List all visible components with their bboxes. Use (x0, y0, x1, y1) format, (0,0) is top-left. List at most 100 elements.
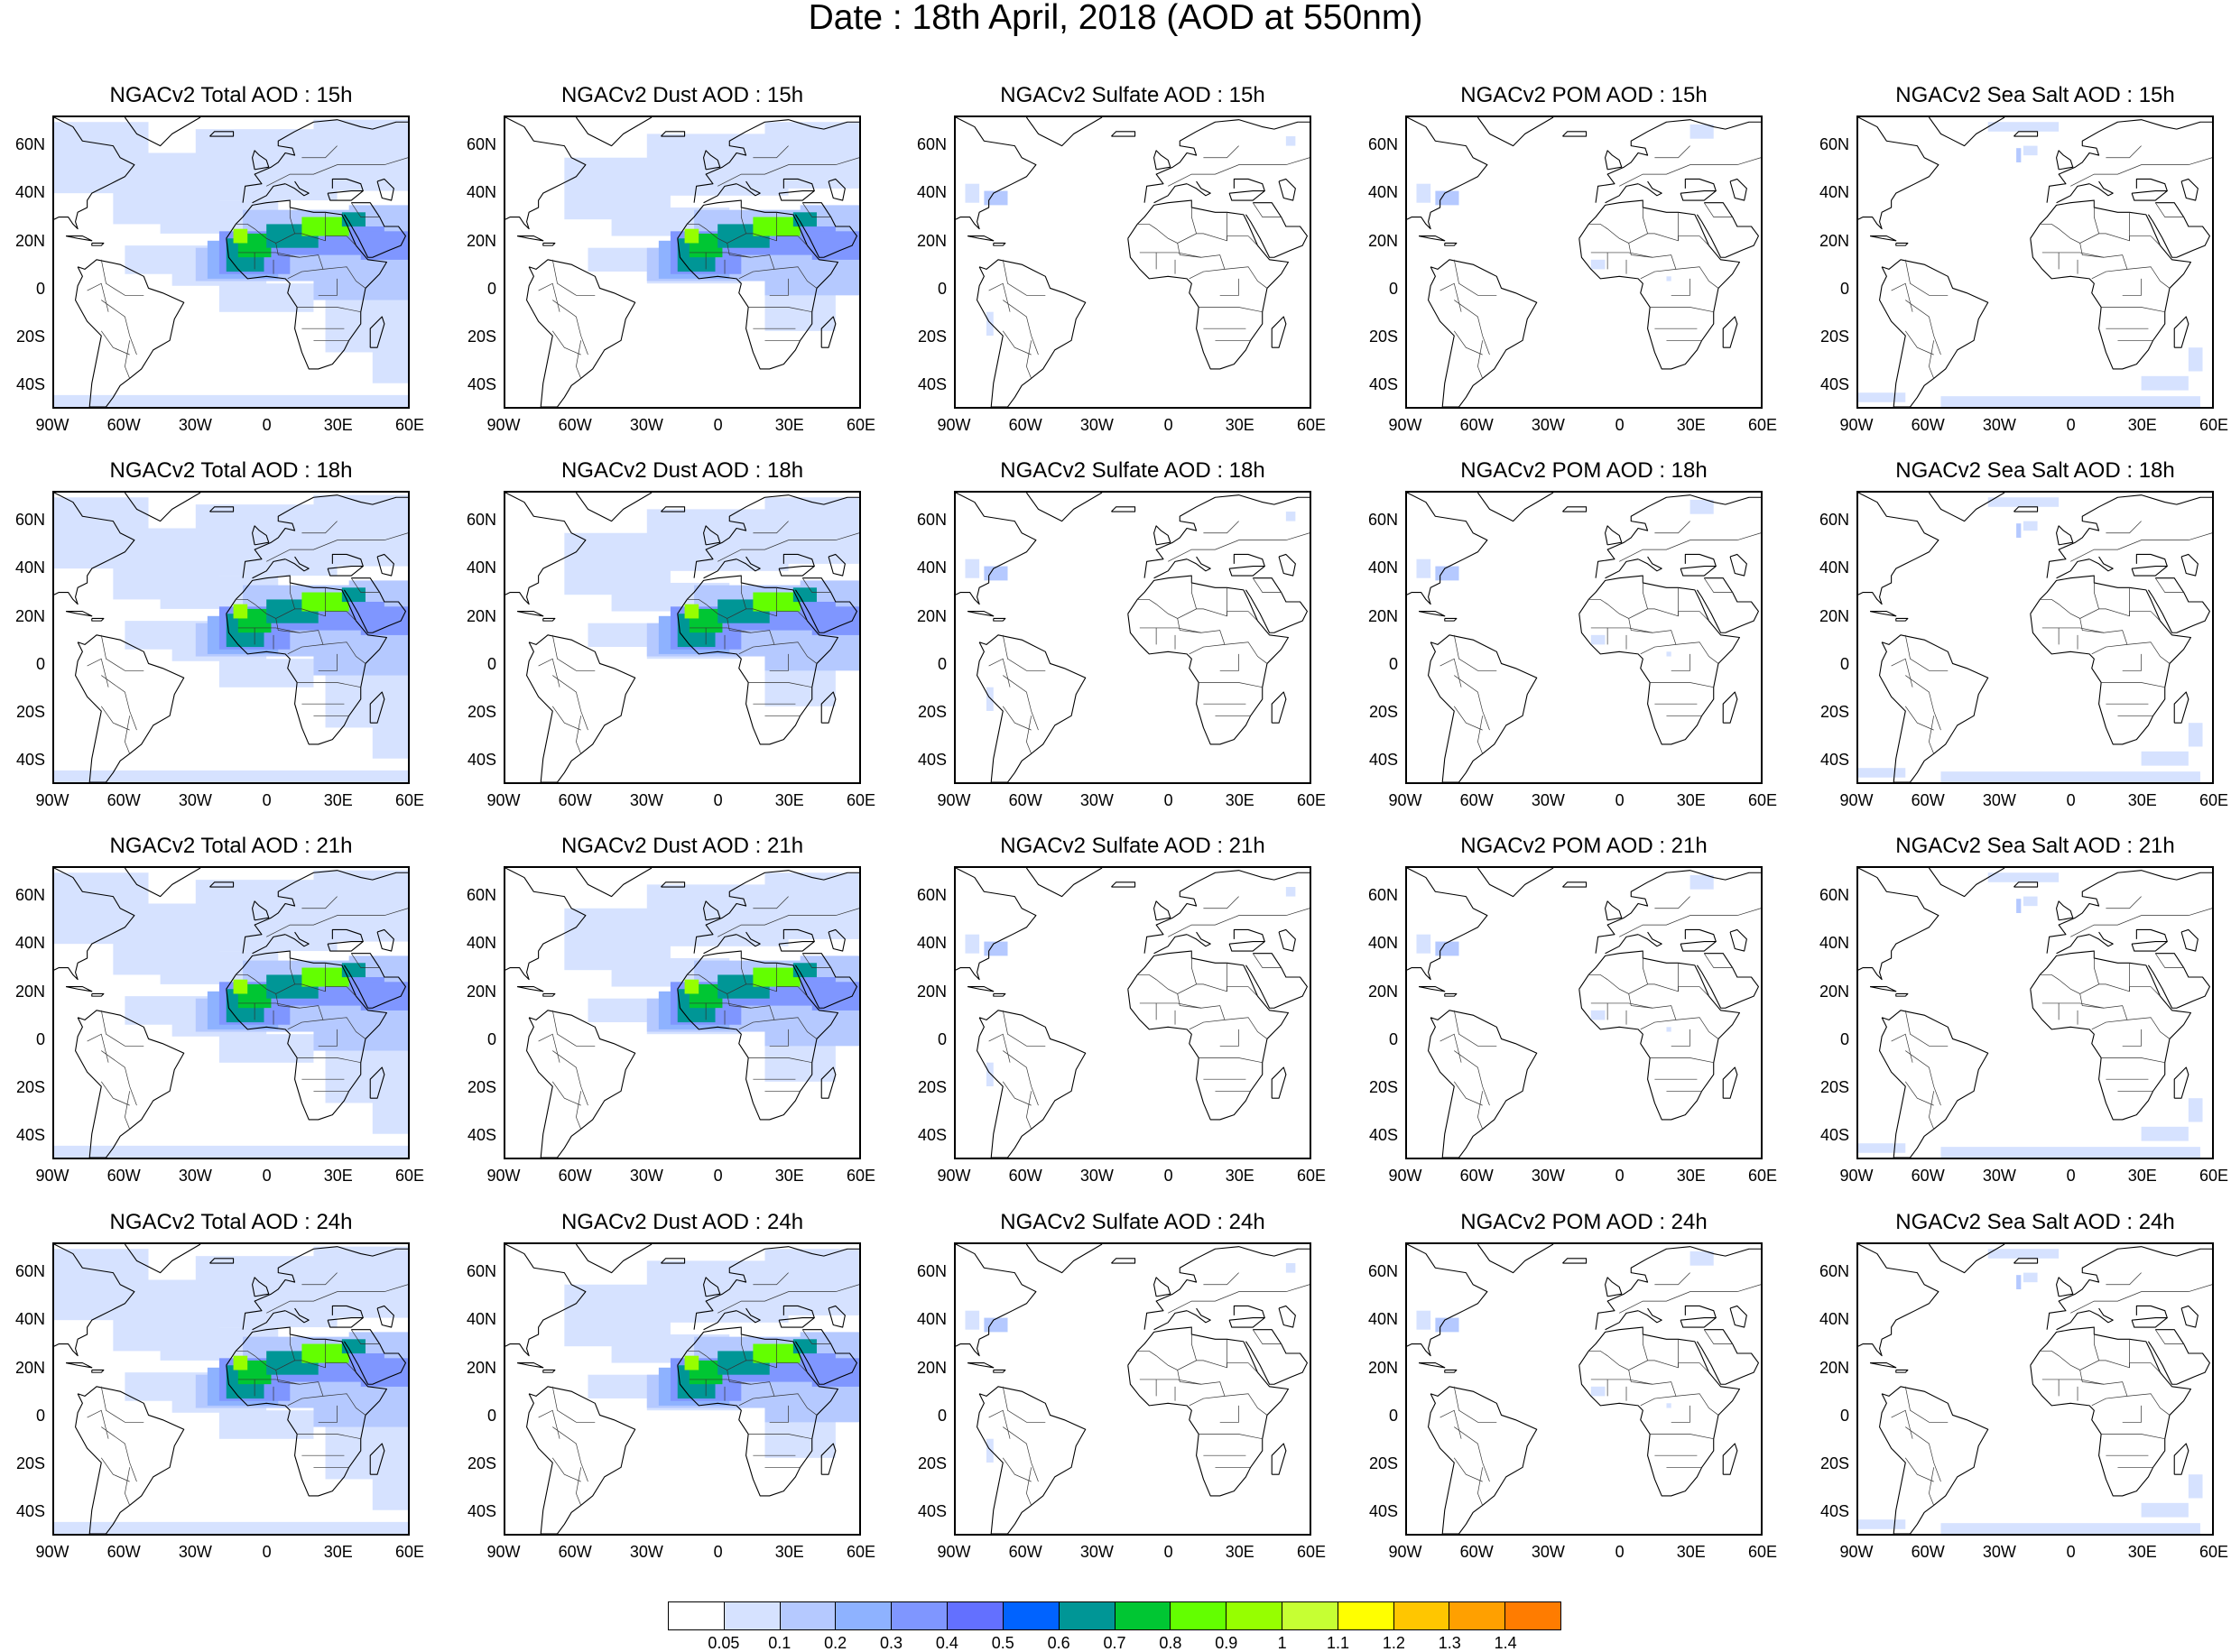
aod-field-cell (2188, 723, 2203, 747)
country-border (2040, 224, 2152, 244)
coastline-med (2056, 558, 2090, 579)
map-panel: NGACv2 POM AOD : 18h 60N 40N 20N 0 20S 40S 90W 6… (1353, 458, 1777, 828)
aod-map (1407, 493, 1761, 782)
lat-tick-label: 40S (467, 375, 496, 394)
coastline-greenland (575, 1244, 653, 1274)
map-panel: NGACv2 Sulfate AOD : 18h 60N 40N 20N 0 20S 40S… (902, 458, 1326, 828)
map-panel: NGACv2 Sea Salt AOD : 21h 60N 40N 20N 0 20S 40… (1804, 834, 2228, 1204)
lat-tick-label: 20S (1819, 328, 1849, 346)
lat-tick-label: 40S (1368, 1126, 1398, 1145)
lon-tick-label: 30W (1079, 1543, 1114, 1561)
colorbar-tick-label: 1.4 (1494, 1634, 1517, 1652)
country-border (100, 1457, 130, 1482)
aod-field-cell (1285, 1263, 1296, 1273)
coastline-uk (1605, 900, 1623, 921)
lon-tick-label: 0 (2066, 1543, 2076, 1561)
lon-tick-label: 60W (558, 791, 592, 809)
coastline-black (1684, 178, 1717, 191)
country-border (1168, 908, 1310, 937)
country-border (1026, 340, 1032, 379)
lon-tick-label: 60W (558, 416, 592, 434)
coastline-caspian (828, 178, 846, 201)
country-border (769, 653, 789, 671)
aod-field-cell (1435, 1317, 1459, 1333)
country-border (1177, 993, 1226, 1020)
aod-field-cell (2016, 1275, 2022, 1289)
aod-map (54, 1244, 408, 1534)
aod-field-cell (2141, 751, 2189, 766)
coastline-hispaniola (91, 992, 105, 997)
country-border (1905, 1050, 1941, 1106)
panel-title: NGACv2 Sulfate AOD : 24h (1000, 1210, 1265, 1234)
coastline-southAmerica (977, 634, 1087, 782)
coastline-cuba (1869, 986, 1897, 992)
lat-tick-label: 20S (1368, 1078, 1398, 1097)
country-border (318, 278, 338, 296)
country-border (2093, 951, 2099, 984)
lon-tick-label: 30W (1982, 1167, 2016, 1185)
colorbar-tick-label: 0.2 (824, 1634, 847, 1652)
coastline-northAmerica (505, 493, 587, 605)
coastline-med (1605, 183, 1639, 204)
lon-tick-label: 60E (2199, 1543, 2229, 1561)
colorbar-tick-label: 1.1 (1326, 1634, 1350, 1652)
coastline-northAmerica (956, 493, 1037, 605)
coastline-iceland (209, 131, 235, 137)
coastline-med (1605, 934, 1639, 955)
country-border (350, 202, 380, 217)
coastline-italy (736, 931, 761, 947)
country-border (1640, 266, 1719, 289)
map-panel: NGACv2 POM AOD : 24h 60N 40N 20N 0 20S 40S 90W 6… (1353, 1210, 1777, 1580)
lat-tick-label: 40N (916, 558, 947, 577)
country-border (297, 307, 361, 313)
colorbar-swatch (1171, 1602, 1227, 1629)
aod-field-cell (684, 1355, 699, 1371)
country-border (287, 1393, 366, 1416)
country-border (1929, 715, 1934, 754)
lat-tick-label: 60N (1819, 885, 1849, 904)
country-border (753, 896, 789, 909)
colorbar-swatch (836, 1602, 893, 1629)
map-frame (954, 115, 1311, 409)
aod-field-cell (1858, 768, 1906, 778)
country-border (1904, 1457, 1934, 1482)
country-border (1929, 1467, 1934, 1506)
panel-title: NGACv2 Sea Salt AOD : 24h (1895, 1210, 2175, 1234)
coastline-black (1684, 1305, 1717, 1318)
coastline-northAmerica (956, 868, 1037, 981)
lat-tick-label: 40N (466, 558, 496, 577)
coastline-southAmerica (1879, 1010, 1989, 1158)
coastline-southAmerica (1428, 634, 1538, 782)
coastline-southAmerica (75, 1386, 185, 1534)
lon-tick-label: 60E (846, 1543, 876, 1561)
coastline-hispaniola (91, 1369, 105, 1373)
country-border (738, 641, 818, 664)
country-border (1628, 1370, 1677, 1397)
coastline-northAmerica (1407, 493, 1488, 605)
country-border (797, 611, 808, 622)
country-border (301, 896, 338, 909)
country-border (1590, 627, 1652, 633)
country-border (1588, 599, 1700, 619)
lon-tick-label: 90W (35, 791, 69, 809)
lat-tick-label: 40N (916, 1310, 947, 1329)
country-border (1190, 200, 1197, 234)
country-border (689, 1379, 751, 1385)
coastline-caspian (1729, 928, 1747, 952)
coastline-caspian (828, 553, 846, 577)
lat-tick-label: 60N (1819, 510, 1849, 529)
coastline-iceland (1111, 881, 1136, 888)
coastline-greenland (1477, 868, 1554, 898)
lon-tick-label: 30W (629, 791, 663, 809)
lat-tick-label: 20S (467, 1454, 496, 1473)
country-border (2070, 1284, 2212, 1314)
country-border (2122, 1405, 2142, 1423)
coastline-northAmerica (956, 117, 1037, 230)
lat-tick-label: 20S (467, 1078, 496, 1097)
lon-tick-label: 30E (1225, 791, 1254, 809)
coastline-arabia (1245, 202, 1308, 258)
panel-title: NGACv2 POM AOD : 18h (1460, 458, 1708, 483)
coastline-greenland (575, 868, 653, 898)
lon-tick-label: 0 (2066, 416, 2076, 434)
coastline-arabia (1696, 577, 1759, 633)
